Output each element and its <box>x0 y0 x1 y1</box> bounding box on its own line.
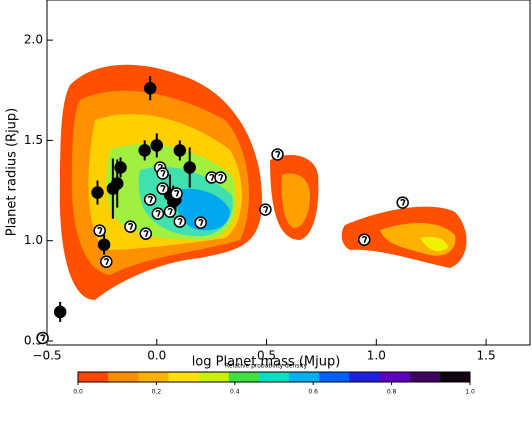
planet-point <box>100 255 113 269</box>
colorbar-frame <box>77 371 471 383</box>
y-tick-label: 1.0 <box>24 233 43 247</box>
colorbar-label: Relative probability density <box>225 363 307 370</box>
planet-symbol <box>160 169 166 177</box>
planet-symbol <box>167 207 173 215</box>
x-tick-label: 1.5 <box>477 349 496 363</box>
colorbar-swatch <box>78 372 109 382</box>
colorbar-swatch <box>349 372 381 382</box>
planet-symbol <box>160 184 166 192</box>
planet-symbol <box>177 217 183 225</box>
planet-point <box>111 177 124 190</box>
planet-point <box>91 186 104 199</box>
planet-symbol <box>361 235 368 243</box>
planet-symbol <box>103 258 110 266</box>
colorbar-tick-label: 0.6 <box>308 389 318 396</box>
colorbar-swatch <box>319 372 350 382</box>
planet-symbol <box>274 150 281 158</box>
planet-point <box>214 171 227 184</box>
planet-point <box>396 196 409 209</box>
planet-point <box>97 238 111 251</box>
colorbar-swatch <box>289 372 320 382</box>
planet-symbol <box>262 205 269 213</box>
planet-symbol <box>157 163 163 171</box>
y-tick-label: 2.0 <box>24 33 43 47</box>
planet-point <box>114 161 127 174</box>
planet-point <box>259 203 272 216</box>
planet-point <box>173 144 187 157</box>
planet-symbol <box>174 189 180 197</box>
planet-symbol <box>217 173 224 181</box>
planet-symbol <box>40 334 46 342</box>
planet-point <box>170 187 183 200</box>
colorbar-swatch <box>379 372 411 382</box>
planet-symbol <box>97 226 103 234</box>
x-tick-label: 0.0 <box>147 349 166 363</box>
colorbar-tick-label: 1.0 <box>465 389 475 396</box>
planet-point <box>53 305 67 319</box>
colorbar-swatch <box>258 372 290 382</box>
planet-point <box>163 205 177 218</box>
x-tick-label: 1.0 <box>367 349 386 363</box>
planet-point <box>124 220 137 233</box>
planet-point <box>36 331 49 345</box>
planet-symbol <box>400 198 406 206</box>
planet-point <box>173 215 187 228</box>
colorbar-swatch <box>138 372 169 382</box>
planet-point <box>357 233 371 246</box>
planet-point <box>156 182 169 195</box>
x-tick-label: 0.5 <box>257 349 276 363</box>
planet-point <box>138 144 151 157</box>
colorbar-swatch <box>198 372 230 382</box>
planet-symbol <box>198 218 204 226</box>
planet-symbol <box>155 209 161 217</box>
planet-symbol <box>209 173 215 181</box>
colorbar-tick-label: 0.0 <box>73 389 83 396</box>
colorbar-tick-label: 0.4 <box>230 389 240 396</box>
x-tick-label: −0.5 <box>32 349 61 363</box>
colorbar-tick-label: 0.2 <box>152 389 162 396</box>
colorbar-swatch <box>108 372 139 382</box>
y-tick-label: 1.5 <box>24 133 43 147</box>
planet-point <box>139 227 153 240</box>
planet-symbol <box>143 229 149 237</box>
planet-point <box>151 207 165 220</box>
y-axis-label: Planet radius (Rjup) <box>5 108 20 236</box>
planet-point <box>156 167 169 180</box>
planet-point <box>150 139 164 152</box>
planet-point <box>93 224 106 237</box>
colorbar-swatch <box>168 372 200 382</box>
planet-point <box>183 161 196 174</box>
colorbar-swatch <box>409 372 441 382</box>
planet-symbol <box>127 222 134 230</box>
colorbar-tick-label: 0.8 <box>387 389 397 396</box>
planet-point <box>143 193 157 206</box>
planet-point <box>194 216 207 229</box>
colorbar-swatch <box>228 372 260 382</box>
planet-point <box>143 82 157 95</box>
planet-symbol <box>147 195 154 203</box>
planet-point <box>271 148 284 161</box>
colorbar-swatch <box>439 372 471 382</box>
x-axis-label: log Planet mass (Mjup) <box>192 355 341 370</box>
plot-frame <box>46 0 531 346</box>
